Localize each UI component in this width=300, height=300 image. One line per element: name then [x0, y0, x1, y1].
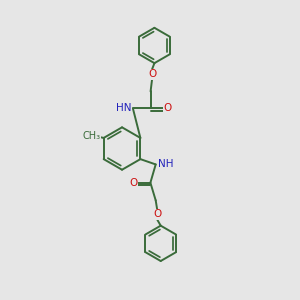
- Text: O: O: [164, 103, 172, 113]
- Text: O: O: [148, 69, 156, 79]
- Text: O: O: [129, 178, 137, 188]
- Text: NH: NH: [158, 159, 173, 170]
- Text: O: O: [153, 209, 161, 220]
- Text: HN: HN: [116, 103, 131, 113]
- Text: CH₃: CH₃: [82, 130, 100, 141]
